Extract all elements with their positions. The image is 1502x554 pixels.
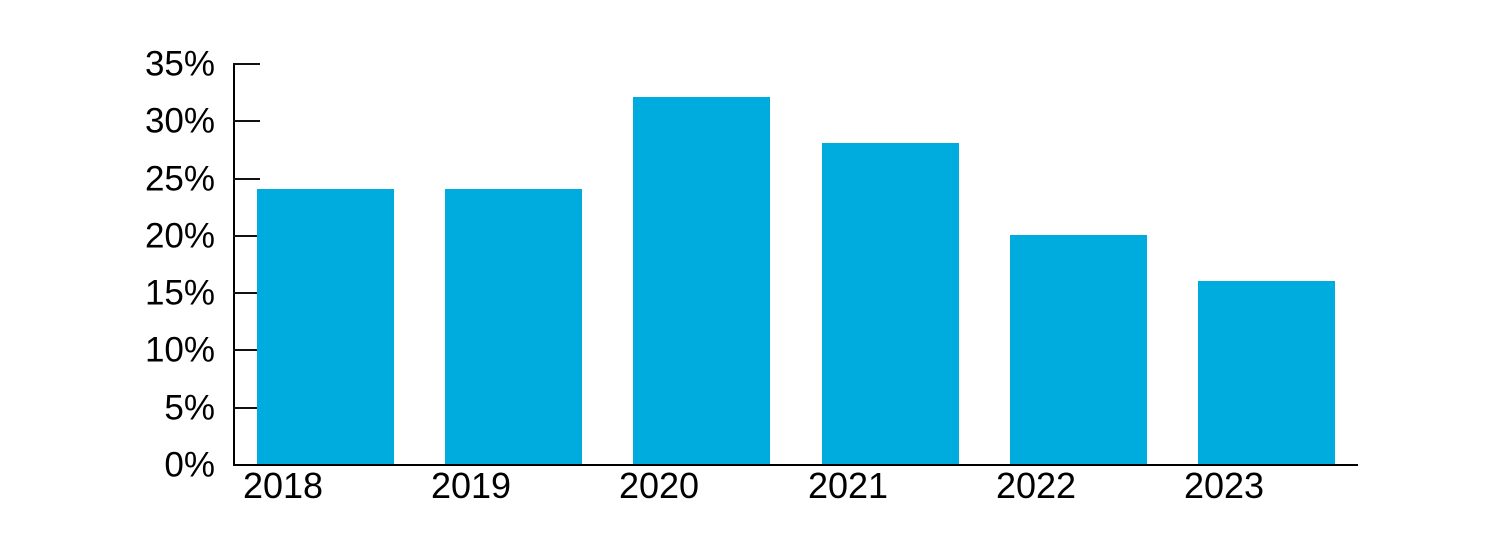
bar-2021 [822, 143, 959, 464]
x-axis-label-2020: 2020 [618, 465, 700, 506]
bar-2020 [633, 97, 770, 464]
y-axis-tick-label: 20% [144, 216, 215, 256]
y-axis-tick-label: 5% [164, 388, 215, 428]
y-tick [233, 120, 260, 122]
x-axis-label-2018: 2018 [242, 465, 324, 506]
bar-2022 [1010, 235, 1147, 464]
x-axis-label-2019: 2019 [430, 465, 512, 506]
y-tick [233, 235, 260, 237]
y-axis-tick-label: 15% [144, 273, 215, 313]
y-tick [233, 407, 260, 409]
x-axis [233, 464, 1358, 466]
y-axis-tick-label: 0% [164, 445, 215, 485]
y-tick [233, 63, 260, 65]
bar-2019 [445, 189, 582, 464]
y-axis-tick-label: 30% [144, 101, 215, 141]
y-tick [233, 178, 260, 180]
y-axis-tick-label: 25% [144, 159, 215, 199]
y-axis-tick-label: 10% [144, 330, 215, 370]
x-axis-label-2021: 2021 [807, 465, 889, 506]
x-axis-label-2023: 2023 [1183, 465, 1265, 506]
bar-2018 [257, 189, 394, 464]
x-axis-label-2022: 2022 [995, 465, 1077, 506]
bar-2023 [1198, 281, 1335, 464]
y-tick [233, 292, 260, 294]
y-axis [233, 63, 235, 466]
y-axis-tick-label: 35% [144, 44, 215, 84]
y-tick [233, 349, 260, 351]
